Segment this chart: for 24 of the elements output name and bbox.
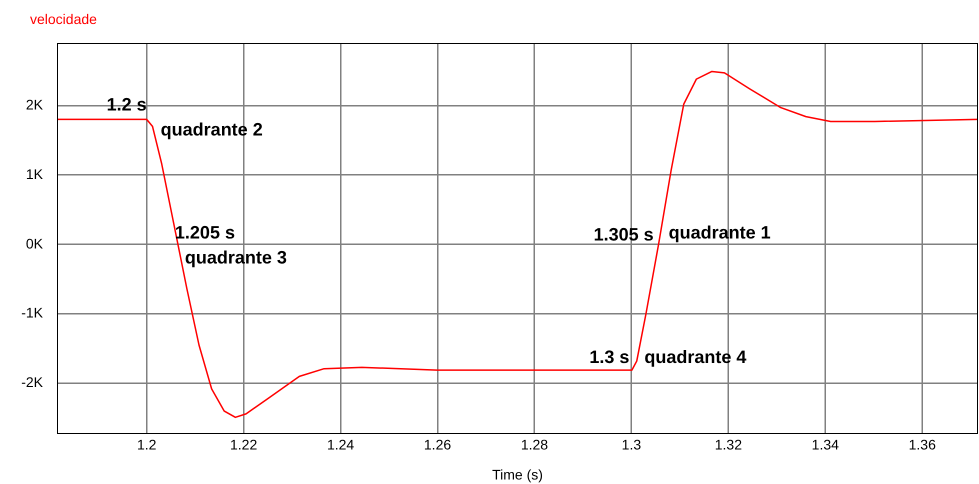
x-tick-label: 1.22: [230, 436, 258, 452]
annotation: quadrante 1: [668, 222, 771, 242]
annotation: 1.305 s: [594, 224, 654, 244]
x-axis-title: Time (s): [492, 466, 543, 482]
y-tick-label: 2K: [26, 96, 44, 112]
annotation: 1.3 s: [589, 347, 630, 368]
x-tick-label: 1.24: [326, 436, 354, 452]
chart-title: velocidade: [30, 10, 98, 27]
y-tick-label: -1K: [21, 304, 44, 321]
annotation: quadrante 3: [184, 248, 287, 268]
annotation: 1.205 s: [174, 222, 235, 243]
x-tick-label: 1.34: [812, 436, 840, 452]
y-tick-label: -2K: [21, 374, 44, 390]
x-tick-label: 1.28: [520, 436, 548, 452]
x-tick-label: 1.3: [622, 436, 642, 452]
annotation: quadrante 2: [160, 119, 263, 140]
annotation: quadrante 4: [644, 347, 746, 368]
x-tick-label: 1.36: [908, 436, 936, 452]
x-tick-label: 1.2: [136, 436, 157, 452]
x-tick-label: 1.32: [714, 436, 742, 452]
x-tick-label: 1.26: [424, 436, 452, 452]
annotation: 1.2 s: [106, 94, 147, 114]
y-tick-label: 0K: [26, 235, 44, 252]
y-tick-label: 1K: [26, 166, 44, 182]
